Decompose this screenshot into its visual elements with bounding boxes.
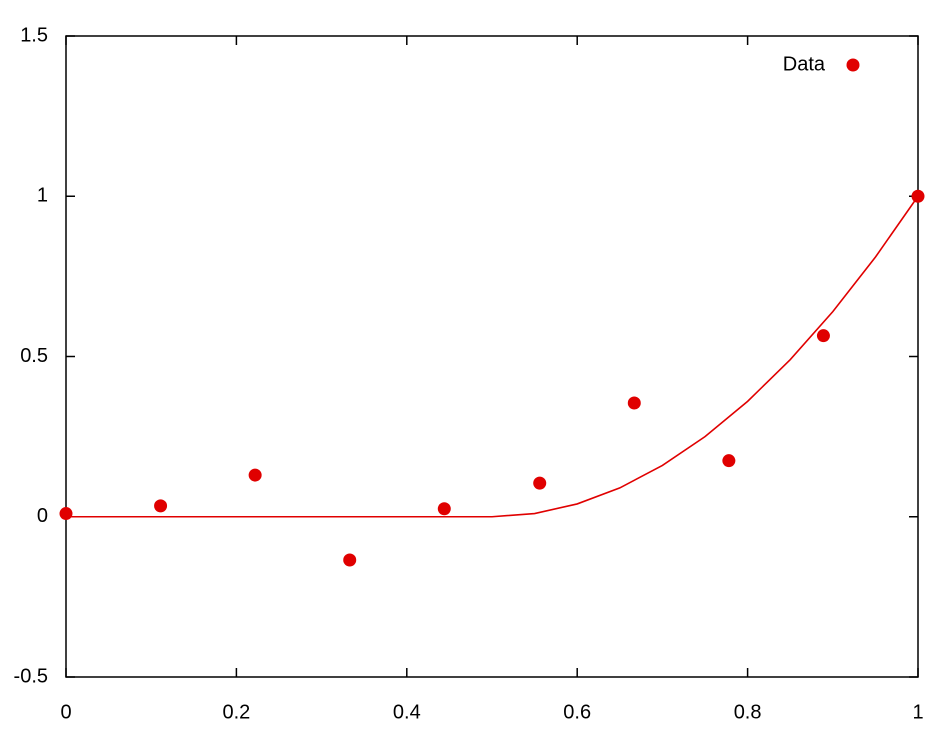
data-point [59,507,73,521]
fit-line [66,195,919,518]
y-tick-label: -0.5 [14,665,48,687]
x-tick-label: 0.4 [393,701,421,723]
x-tick-label: 0.8 [734,701,762,723]
data-point [248,468,262,482]
legend-marker [846,58,860,72]
y-tick-label: 1.5 [20,24,48,46]
data-point [722,454,736,468]
x-tick-label: 1 [912,701,923,723]
plot-frame [65,35,919,678]
x-tick-label: 0.2 [222,701,250,723]
data-point [816,329,830,343]
data-point [154,499,168,513]
legend-label: Data [783,53,826,75]
y-tick-label: 0 [37,505,48,527]
x-tick-label: 0.6 [563,701,591,723]
data-point [533,476,547,490]
y-tick-label: 1 [37,185,48,207]
data-point [627,396,641,410]
y-tick-label: 0.5 [20,345,48,367]
data-point [437,502,451,516]
x-tick-label: 0 [60,701,71,723]
data-point [343,553,357,567]
